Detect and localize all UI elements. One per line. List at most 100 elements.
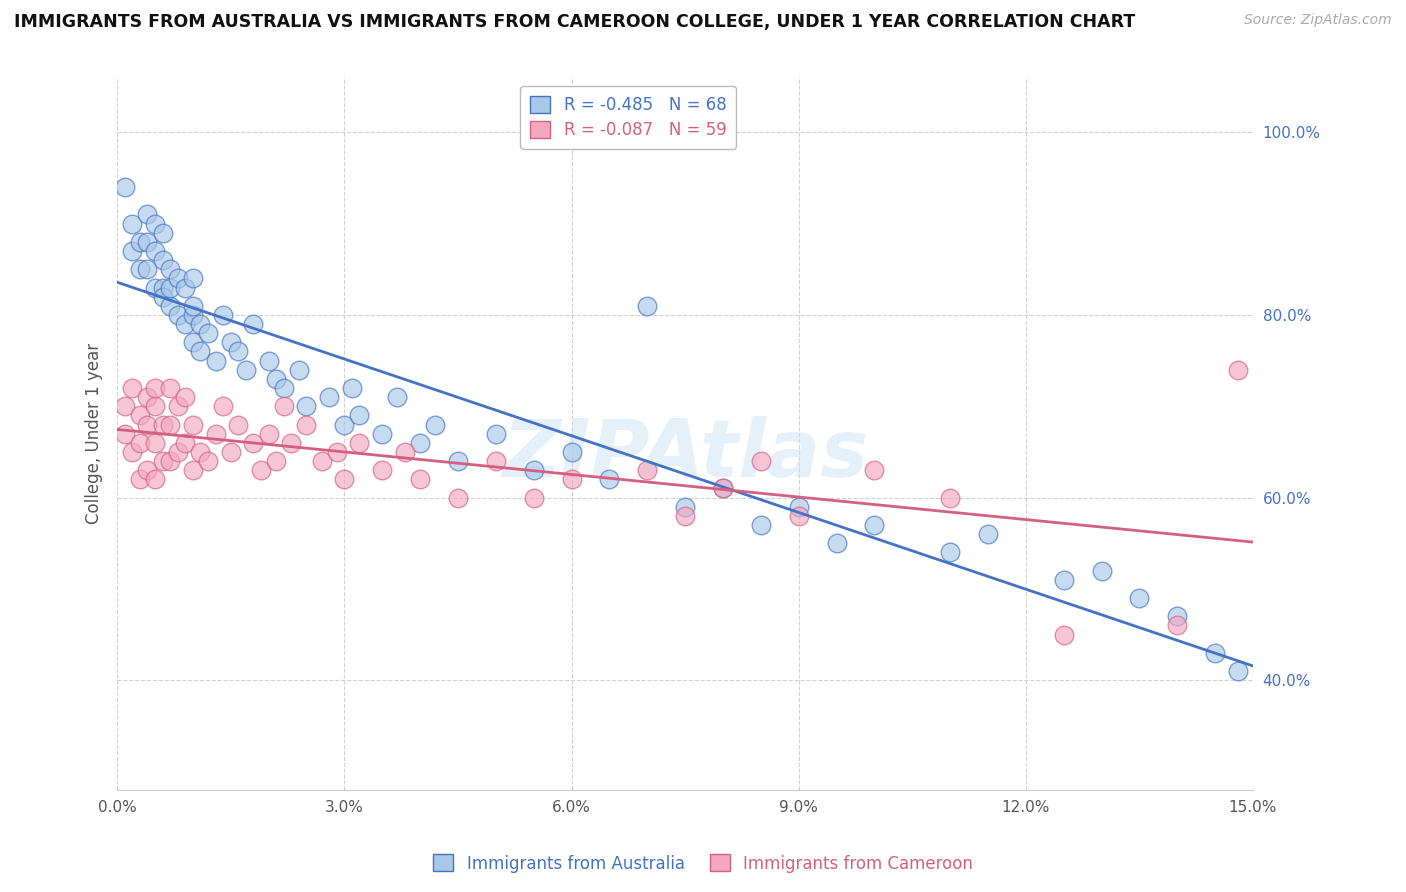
Point xyxy=(228,417,250,432)
Point xyxy=(295,417,318,432)
Point xyxy=(485,426,508,441)
Point xyxy=(129,435,152,450)
Point xyxy=(228,344,250,359)
Point xyxy=(152,226,174,240)
Point xyxy=(523,463,546,477)
Point xyxy=(174,280,197,294)
Point xyxy=(598,472,620,486)
Point xyxy=(977,527,1000,541)
Point xyxy=(333,417,356,432)
Point xyxy=(523,491,546,505)
Point xyxy=(349,409,371,423)
Point xyxy=(159,417,181,432)
Point xyxy=(242,435,264,450)
Point xyxy=(250,463,273,477)
Point xyxy=(159,280,181,294)
Point xyxy=(235,362,257,376)
Point xyxy=(204,426,226,441)
Y-axis label: College, Under 1 year: College, Under 1 year xyxy=(86,343,103,524)
Point xyxy=(152,417,174,432)
Point xyxy=(143,399,166,413)
Point xyxy=(749,454,772,468)
Point xyxy=(181,463,204,477)
Point xyxy=(257,353,280,368)
Point xyxy=(143,381,166,395)
Point xyxy=(939,491,962,505)
Point xyxy=(242,317,264,331)
Point xyxy=(787,508,810,523)
Point xyxy=(318,390,340,404)
Point xyxy=(129,235,152,249)
Point xyxy=(787,500,810,514)
Point xyxy=(636,463,658,477)
Point xyxy=(288,362,311,376)
Point xyxy=(114,426,136,441)
Point xyxy=(673,500,696,514)
Point xyxy=(212,399,235,413)
Point xyxy=(212,308,235,322)
Point xyxy=(219,445,242,459)
Point xyxy=(159,299,181,313)
Point xyxy=(409,472,432,486)
Point xyxy=(181,417,204,432)
Point xyxy=(485,454,508,468)
Point xyxy=(190,317,212,331)
Point xyxy=(121,244,143,258)
Point xyxy=(371,426,394,441)
Point xyxy=(264,454,287,468)
Point xyxy=(152,290,174,304)
Point xyxy=(1226,664,1249,678)
Text: IMMIGRANTS FROM AUSTRALIA VS IMMIGRANTS FROM CAMEROON COLLEGE, UNDER 1 YEAR CORR: IMMIGRANTS FROM AUSTRALIA VS IMMIGRANTS … xyxy=(14,13,1135,31)
Point xyxy=(136,463,159,477)
Point xyxy=(143,472,166,486)
Text: Source: ZipAtlas.com: Source: ZipAtlas.com xyxy=(1244,13,1392,28)
Point xyxy=(1226,362,1249,376)
Point xyxy=(166,445,188,459)
Point xyxy=(326,445,349,459)
Point xyxy=(1128,591,1150,605)
Point xyxy=(280,435,302,450)
Point xyxy=(190,344,212,359)
Point xyxy=(152,280,174,294)
Point xyxy=(181,308,204,322)
Point xyxy=(219,335,242,350)
Point xyxy=(174,317,197,331)
Point xyxy=(136,390,159,404)
Point xyxy=(174,435,197,450)
Legend: R = -0.485   N = 68, R = -0.087   N = 59: R = -0.485 N = 68, R = -0.087 N = 59 xyxy=(520,86,737,149)
Point xyxy=(1166,618,1188,632)
Point xyxy=(333,472,356,486)
Point xyxy=(136,207,159,221)
Point xyxy=(447,491,470,505)
Point xyxy=(143,244,166,258)
Point xyxy=(166,271,188,285)
Point xyxy=(295,399,318,413)
Point xyxy=(1090,564,1112,578)
Point xyxy=(257,426,280,441)
Point xyxy=(129,262,152,277)
Point xyxy=(166,399,188,413)
Point xyxy=(181,335,204,350)
Point xyxy=(197,326,219,341)
Point xyxy=(560,472,582,486)
Text: ZIPAtlas: ZIPAtlas xyxy=(502,416,869,494)
Point xyxy=(409,435,432,450)
Point xyxy=(121,217,143,231)
Point xyxy=(711,482,734,496)
Point xyxy=(1204,646,1226,660)
Point xyxy=(273,399,295,413)
Point xyxy=(1053,627,1076,641)
Point xyxy=(121,445,143,459)
Point xyxy=(1166,609,1188,624)
Legend: Immigrants from Australia, Immigrants from Cameroon: Immigrants from Australia, Immigrants fr… xyxy=(426,847,980,880)
Point xyxy=(129,409,152,423)
Point xyxy=(349,435,371,450)
Point xyxy=(197,454,219,468)
Point xyxy=(143,217,166,231)
Point xyxy=(152,253,174,268)
Point xyxy=(749,518,772,533)
Point xyxy=(425,417,447,432)
Point xyxy=(166,308,188,322)
Point xyxy=(114,180,136,194)
Point xyxy=(159,381,181,395)
